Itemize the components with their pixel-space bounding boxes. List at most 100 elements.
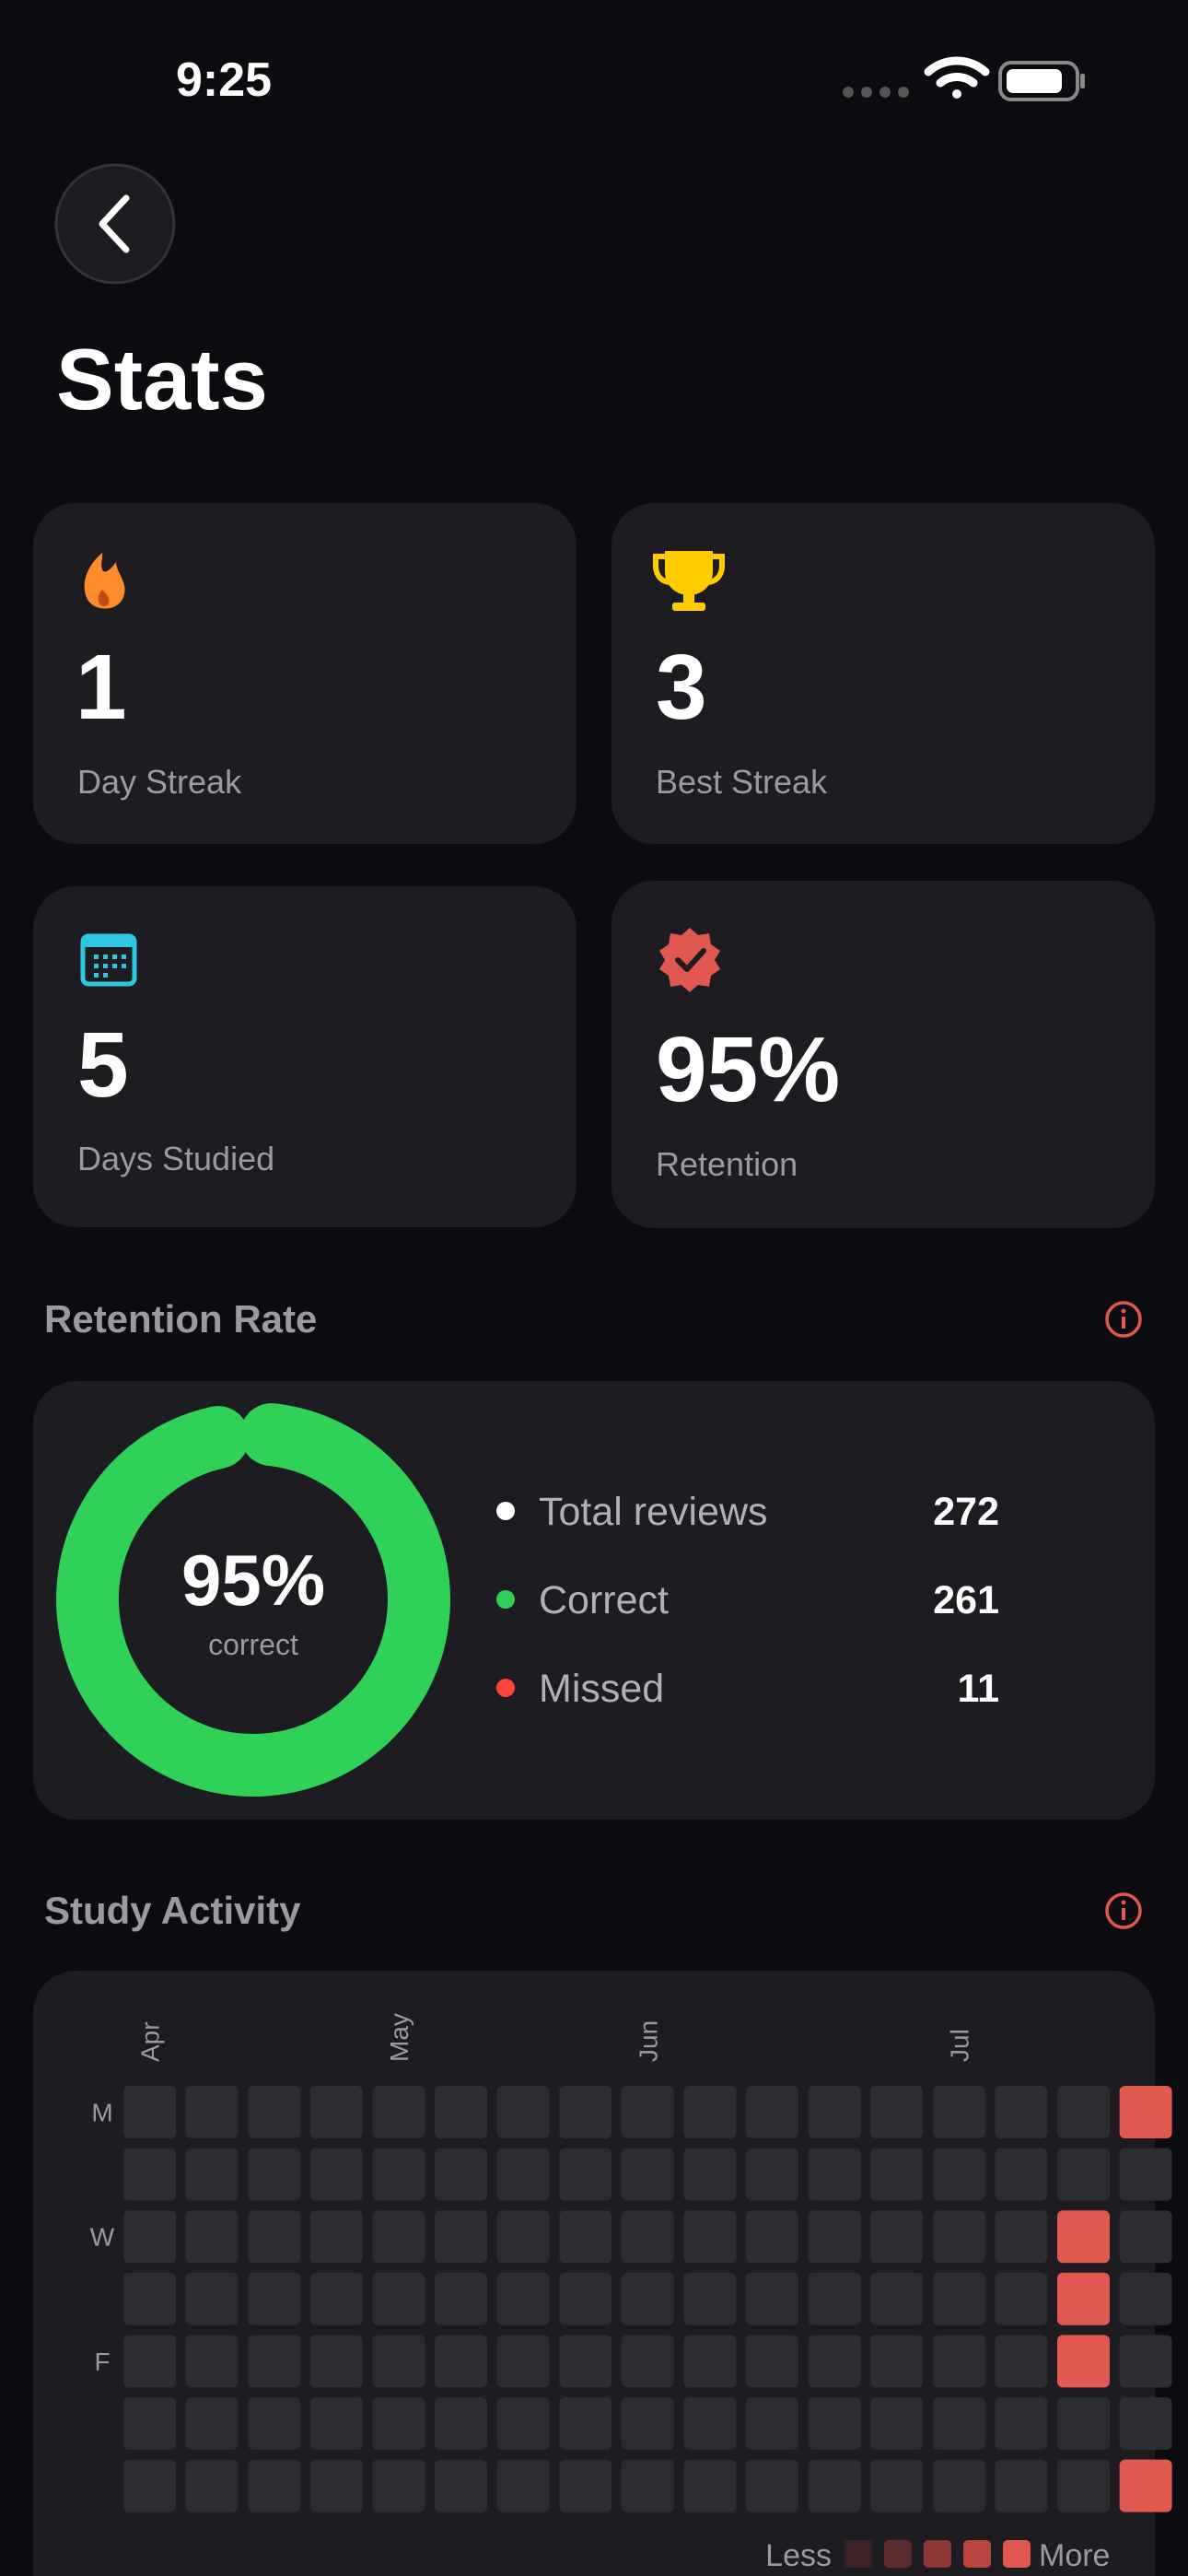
- heatmap: Apr May Jun Jul M W F Less More: [90, 2013, 1172, 2573]
- heatmap-cell: [185, 2272, 239, 2325]
- donut-center-value: 95%: [181, 1540, 325, 1621]
- heatmap-cell: [435, 2272, 487, 2325]
- heatmap-cell: [248, 2397, 301, 2450]
- heatmap-cell: [435, 2148, 487, 2201]
- legend-swatch: [844, 2540, 872, 2568]
- heatmap-cell: [870, 2459, 924, 2512]
- heatmap-cell: [683, 2335, 737, 2388]
- day-label: M: [91, 2099, 112, 2127]
- heatmap-cell: [496, 2459, 550, 2512]
- heatmap-cell: [995, 2148, 1048, 2201]
- heatmap-cell: [123, 2397, 176, 2450]
- month-label: Jun: [634, 2020, 662, 2062]
- heatmap-cell: [248, 2148, 301, 2201]
- heatmap-cell: [808, 2272, 861, 2325]
- legend-dot: [496, 1502, 515, 1520]
- heatmap-cell: [870, 2397, 924, 2450]
- heatmap-cell: [123, 2459, 176, 2512]
- heatmap-cell: [870, 2148, 924, 2201]
- heatmap-cell: [621, 2272, 674, 2325]
- stat-card: 95% Retention: [611, 881, 1155, 1228]
- stat-card: 3 Best Streak: [611, 503, 1155, 844]
- badge-icon: [659, 928, 720, 992]
- heatmap-cell: [995, 2459, 1048, 2512]
- calendar-icon: [80, 933, 137, 987]
- legend-dot: [496, 1679, 515, 1697]
- heatmap-cell: [309, 2397, 363, 2450]
- heatmap-cell: [309, 2459, 363, 2512]
- heatmap-cell: [435, 2397, 487, 2450]
- day-label: W: [90, 2223, 115, 2252]
- battery-icon: [998, 61, 1085, 101]
- section-title: Study Activity: [44, 1889, 301, 1932]
- heatmap-cell: [559, 2272, 612, 2325]
- month-label: Apr: [136, 2021, 165, 2062]
- donut-center-label: correct: [208, 1628, 298, 1661]
- heatmap-cell: [683, 2086, 737, 2138]
- heatmap-cell: [1119, 2148, 1172, 2201]
- legend-swatch: [884, 2540, 912, 2568]
- info-button[interactable]: [1105, 1892, 1142, 1929]
- heatmap-cell: [123, 2148, 176, 2201]
- heatmap-cell: [995, 2210, 1048, 2264]
- heatmap-cell: [932, 2335, 985, 2388]
- heatmap-cell: [870, 2272, 924, 2325]
- heatmap-cell: [559, 2335, 612, 2388]
- card-value: 3: [656, 636, 707, 739]
- card-value: 5: [77, 1013, 129, 1117]
- heatmap-cell: [1057, 2272, 1110, 2325]
- heatmap-cell: [746, 2335, 798, 2388]
- heatmap-cell: [683, 2272, 737, 2325]
- legend-less: Less: [765, 2538, 832, 2573]
- heatmap-cell: [1057, 2459, 1110, 2512]
- heatmap-cell: [372, 2272, 425, 2325]
- heatmap-cell: [808, 2086, 861, 2138]
- card-label: Retention: [656, 1145, 798, 1183]
- heatmap-cell: [808, 2335, 861, 2388]
- card-label: Day Streak: [77, 763, 242, 801]
- legend-label: Total reviews: [539, 1490, 768, 1534]
- heatmap-cell: [372, 2086, 425, 2138]
- stat-card: 1 Day Streak: [33, 503, 577, 844]
- heatmap-cell: [870, 2210, 924, 2264]
- legend-more: More: [1039, 2538, 1110, 2573]
- heatmap-cell: [185, 2148, 239, 2201]
- heatmap-cell: [746, 2148, 798, 2201]
- legend-dot: [496, 1590, 515, 1609]
- back-button[interactable]: [54, 163, 176, 285]
- heatmap-cell: [621, 2397, 674, 2450]
- heatmap-cell: [248, 2335, 301, 2388]
- heatmap-cell: [1057, 2335, 1110, 2388]
- heatmap-cell: [932, 2148, 985, 2201]
- legend-swatch: [1003, 2540, 1031, 2568]
- heatmap-cell: [1057, 2148, 1110, 2201]
- heatmap-cell: [1119, 2459, 1172, 2512]
- heatmap-cell: [621, 2210, 674, 2264]
- card-value: 95%: [656, 1018, 840, 1121]
- heatmap-cell: [185, 2086, 239, 2138]
- heatmap-cell: [932, 2397, 985, 2450]
- section-title: Retention Rate: [44, 1297, 317, 1341]
- heatmap-cell: [995, 2397, 1048, 2450]
- heatmap-cell: [621, 2335, 674, 2388]
- donut-arc: [56, 1403, 450, 1797]
- info-button[interactable]: [1105, 1301, 1142, 1338]
- heatmap-cell: [309, 2086, 363, 2138]
- heatmap-cell: [932, 2086, 985, 2138]
- heatmap-cell: [496, 2272, 550, 2325]
- heatmap-cell: [435, 2459, 487, 2512]
- legend-value: 272: [933, 1490, 999, 1534]
- heatmap-cell: [683, 2397, 737, 2450]
- heatmap-cell: [746, 2459, 798, 2512]
- heatmap-cell: [435, 2210, 487, 2264]
- heatmap-cell: [808, 2210, 861, 2264]
- heatmap-cell: [995, 2086, 1048, 2138]
- heatmap-cell: [995, 2335, 1048, 2388]
- heatmap-cell: [621, 2459, 674, 2512]
- heatmap-cell: [683, 2459, 737, 2512]
- signal-icon: [843, 87, 909, 98]
- heatmap-cell: [248, 2272, 301, 2325]
